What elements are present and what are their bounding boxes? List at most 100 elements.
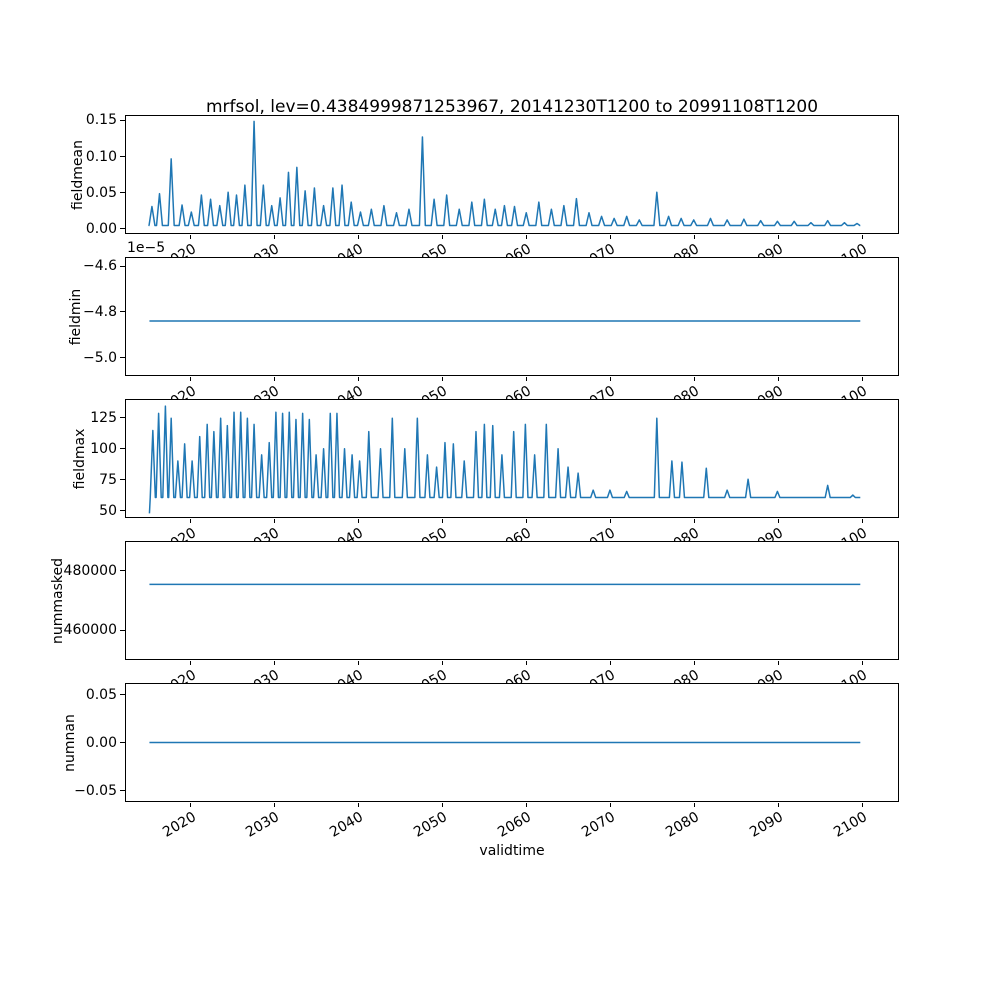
x-tick-mark [777, 519, 779, 523]
y-tick-mark [120, 192, 125, 193]
line-plot-fieldmin [149, 320, 861, 322]
x-tick-mark [861, 803, 863, 807]
x-tick-mark [357, 803, 359, 807]
plot-frame-fieldmax [125, 399, 899, 518]
y-tick-mark [120, 311, 125, 313]
x-tick-mark [693, 661, 695, 665]
x-tick-mark [609, 661, 611, 665]
y-tick-label: 0.05 [85, 184, 117, 201]
x-tick-mark [441, 803, 443, 807]
x-tick-label: 2070 [579, 809, 619, 841]
y-tick-label: −0.05 [74, 782, 117, 799]
x-tick-mark [525, 519, 527, 523]
x-tick-label: 2080 [663, 809, 703, 841]
x-tick-label: 2030 [243, 809, 283, 841]
x-tick-mark [357, 661, 359, 665]
x-tick-mark [190, 803, 191, 807]
y-tick-label: 0.00 [85, 220, 117, 237]
y-tick-label: 100 [90, 440, 117, 457]
subplot-fieldmin: 1e−5 fieldmin −4.6−4.8−5.020202030204020… [0, 240, 1000, 415]
x-tick-mark [861, 519, 863, 523]
x-tick-mark [777, 377, 779, 381]
y-tick-mark [120, 357, 125, 359]
plot-frame-fieldmin [125, 257, 899, 376]
x-tick-mark [777, 803, 779, 807]
y-tick-label: 125 [90, 409, 117, 426]
x-tick-mark [609, 235, 611, 239]
y-tick-label: 0.00 [85, 734, 117, 751]
x-tick-label: 2050 [411, 809, 451, 841]
y-tick-mark [120, 156, 125, 157]
y-tick-mark [120, 570, 125, 572]
plot-frame-numnan [125, 683, 899, 802]
x-tick-mark [441, 235, 443, 239]
y-tick-label: −5.0 [83, 349, 117, 366]
x-tick-mark [273, 377, 275, 381]
plot-frame-nummasked [125, 541, 899, 660]
y-tick-mark [120, 265, 125, 267]
figure-title: mrfsol, lev=0.4384999871253967, 20141230… [205, 97, 819, 117]
x-tick-mark [525, 661, 527, 665]
line-plot-numnan [149, 741, 861, 744]
x-tick-mark [190, 377, 191, 381]
y-tick-mark [120, 448, 125, 450]
x-tick-mark [190, 235, 191, 239]
x-tick-mark [609, 803, 611, 807]
subplot-nummasked: nummasked 460000480000202020302040205020… [0, 541, 1000, 699]
x-tick-mark [525, 235, 527, 239]
x-tick-mark [861, 661, 863, 665]
y-tick-label: 75 [99, 471, 117, 488]
y-tick-mark [120, 417, 125, 419]
x-tick-mark [273, 661, 275, 665]
x-tick-label: 2100 [831, 809, 871, 841]
x-tick-mark [190, 661, 191, 665]
line-plot-fieldmax [148, 405, 861, 514]
y-tick-label: 50 [99, 502, 117, 519]
y-tick-mark [120, 510, 125, 512]
y-tick-mark [120, 119, 125, 121]
y-tick-label: −4.8 [83, 303, 117, 320]
x-tick-label: 2040 [327, 809, 367, 841]
y-tick-label: 0.10 [85, 148, 117, 165]
y-tick-label: −4.6 [83, 258, 117, 275]
subplot-numnan: numnan −0.05 0.00 0.05 2020 2030 2040 2050 2060… [0, 683, 1000, 841]
x-tick-mark [525, 377, 527, 381]
x-tick-mark [357, 235, 359, 239]
x-tick-label: 2020 [159, 809, 199, 841]
subplot-fieldmean: fieldmean 0.000.050.100.1520202030204020… [0, 112, 1000, 273]
x-tick-mark [525, 803, 527, 807]
x-tick-mark [357, 519, 359, 523]
x-tick-mark [777, 235, 779, 239]
y-tick-mark [120, 228, 125, 230]
x-tick-mark [861, 377, 863, 381]
y-tick-mark [120, 790, 125, 791]
x-tick-mark [441, 519, 443, 523]
x-tick-mark [441, 661, 443, 665]
x-tick-label: 2060 [495, 809, 535, 841]
x-tick-mark [777, 661, 779, 665]
y-tick-label: 0.15 [85, 112, 117, 129]
y-tick-mark [120, 629, 125, 631]
y-tick-label: 0.05 [85, 686, 117, 703]
x-tick-mark [693, 377, 695, 381]
x-tick-mark [693, 519, 695, 523]
line-plot-fieldmean [148, 120, 861, 227]
x-tick-mark [357, 377, 359, 381]
subplot-fieldmax: fieldmax 5075100125202020302040205020602… [0, 399, 1000, 557]
plot-frame-fieldmean [125, 115, 899, 234]
y-tick-label: 460000 [63, 622, 117, 639]
y-tick-mark [120, 479, 125, 481]
x-tick-mark [273, 235, 275, 239]
x-tick-mark [273, 803, 275, 807]
x-tick-mark [609, 519, 611, 523]
y-tick-mark [120, 694, 125, 695]
x-tick-mark [441, 377, 443, 381]
y-tick-mark [120, 742, 125, 743]
y-tick-label: 480000 [63, 562, 117, 579]
x-tick-mark [693, 803, 695, 807]
x-tick-mark [190, 519, 191, 523]
x-axis-label: validtime [479, 843, 545, 859]
x-tick-mark [273, 519, 275, 523]
x-tick-label: 2090 [747, 809, 787, 841]
x-tick-mark [861, 235, 863, 239]
